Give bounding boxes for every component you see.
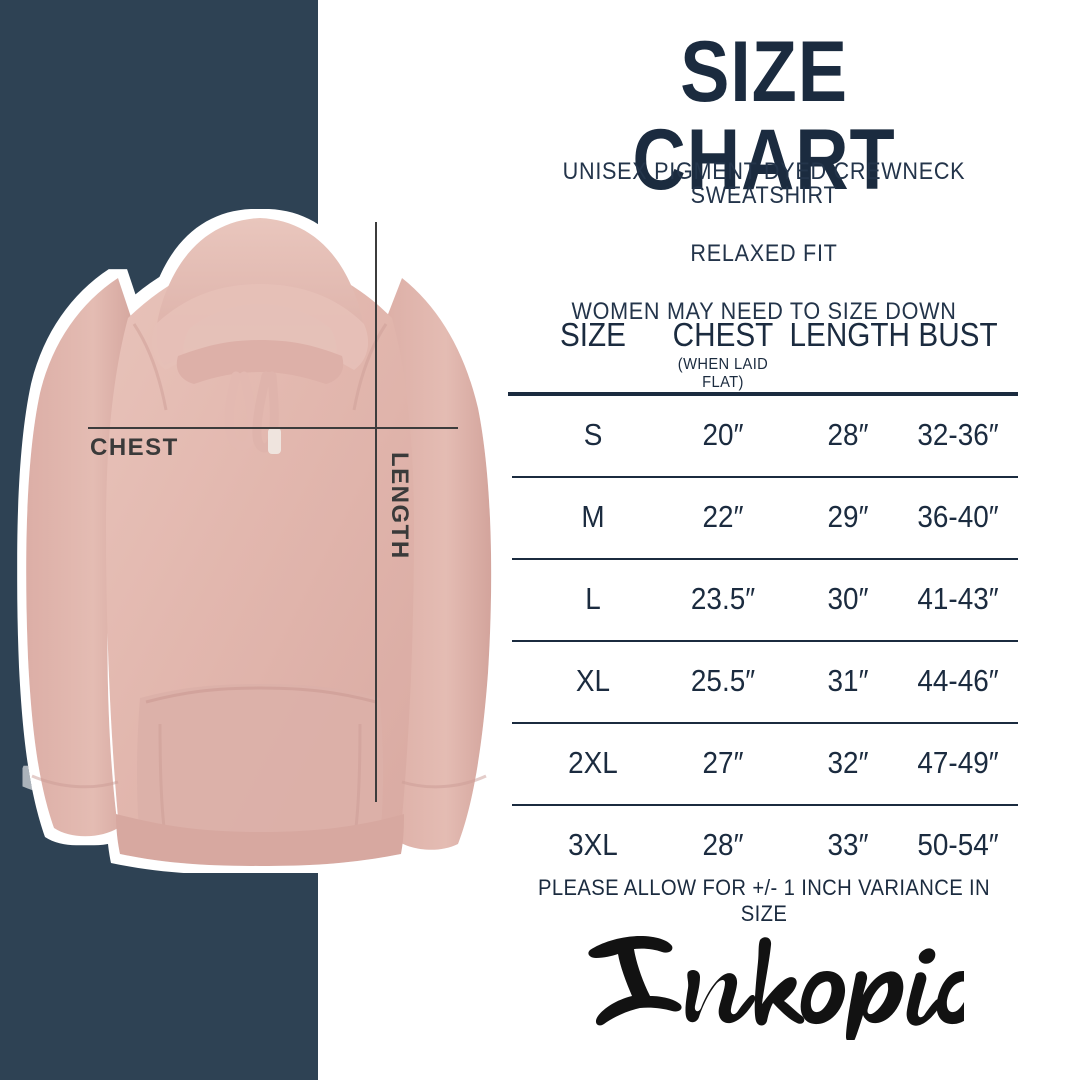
cell-chest: 27″ xyxy=(702,745,744,780)
variance-note: PLEASE ALLOW FOR +/- 1 INCH VARIANCE IN … xyxy=(537,875,991,926)
cell-bust: 32-36″ xyxy=(917,417,999,452)
column-header-chest: CHEST xyxy=(672,316,774,353)
table-row: M 22″ 29″ 36-40″ xyxy=(508,478,1020,558)
column-header-chest-subtext: (WHEN LAID FLAT) xyxy=(677,356,769,391)
row-divider xyxy=(512,476,1018,478)
length-measure-label: LENGTH xyxy=(386,452,413,560)
product-photo: CHEST LENGTH xyxy=(0,0,520,1080)
cell-size: 2XL xyxy=(568,745,618,780)
cell-chest: 20″ xyxy=(702,417,744,452)
cell-bust: 41-43″ xyxy=(917,581,999,616)
row-divider xyxy=(512,722,1018,724)
cell-bust: 47-49″ xyxy=(917,745,999,780)
cell-chest: 22″ xyxy=(702,499,744,534)
cell-chest: 23.5″ xyxy=(690,581,756,616)
cell-size: S xyxy=(583,417,603,452)
subtitle-block: UNISEX PIGMENT DYED CREWNECK SWEATSHIRT … xyxy=(508,160,1020,324)
chart-panel: SIZE CHART UNISEX PIGMENT DYED CREWNECK … xyxy=(508,0,1080,1080)
cell-size: 3XL xyxy=(568,827,618,862)
cell-length: 29″ xyxy=(827,499,869,534)
cell-chest: 25.5″ xyxy=(690,663,756,698)
cell-length: 31″ xyxy=(827,663,869,698)
size-table: SIZE CHEST LENGTH BUST (WHEN LAID FLAT) … xyxy=(508,318,1020,886)
column-header-bust: BUST xyxy=(918,316,998,353)
length-measure-line xyxy=(375,222,377,802)
table-header-row: SIZE CHEST LENGTH BUST (WHEN LAID FLAT) xyxy=(508,316,1020,392)
row-divider xyxy=(512,804,1018,806)
cell-size: XL xyxy=(575,663,611,698)
subtitle-fit: RELAXED FIT xyxy=(690,240,838,267)
cell-length: 30″ xyxy=(827,581,869,616)
subtitle-sizing-advice: WOMEN MAY NEED TO SIZE DOWN xyxy=(571,298,957,325)
hoodie-graphic xyxy=(26,218,492,866)
cell-length: 32″ xyxy=(827,745,869,780)
cell-length: 33″ xyxy=(827,827,869,862)
table-header-divider xyxy=(508,392,1018,396)
table-row: 2XL 27″ 32″ 47-49″ xyxy=(508,724,1020,804)
row-divider xyxy=(512,558,1018,560)
chest-measure-line xyxy=(88,427,458,429)
subtitle-product: UNISEX PIGMENT DYED CREWNECK SWEATSHIRT xyxy=(562,158,966,209)
cell-size: M xyxy=(581,499,605,534)
chest-measure-label: CHEST xyxy=(90,434,179,461)
page-title: SIZE CHART xyxy=(632,24,896,208)
row-divider xyxy=(512,640,1018,642)
cell-chest: 28″ xyxy=(702,827,744,862)
column-header-length: LENGTH xyxy=(789,316,910,353)
table-row: XL 25.5″ 31″ 44-46″ xyxy=(508,642,1020,722)
cell-bust: 50-54″ xyxy=(917,827,999,862)
brand-logo: R xyxy=(508,920,1020,1040)
cell-size: L xyxy=(585,581,601,616)
cell-length: 28″ xyxy=(827,417,869,452)
cell-bust: 44-46″ xyxy=(917,663,999,698)
table-row: S 20″ 28″ 32-36″ xyxy=(508,396,1020,476)
cell-bust: 36-40″ xyxy=(917,499,999,534)
inkopious-wordmark-icon: R xyxy=(588,936,964,1040)
table-row: 3XL 28″ 33″ 50-54″ xyxy=(508,806,1020,886)
garment-illustration xyxy=(10,128,510,873)
column-header-size: SIZE xyxy=(559,316,627,353)
table-row: L 23.5″ 30″ 41-43″ xyxy=(508,560,1020,640)
